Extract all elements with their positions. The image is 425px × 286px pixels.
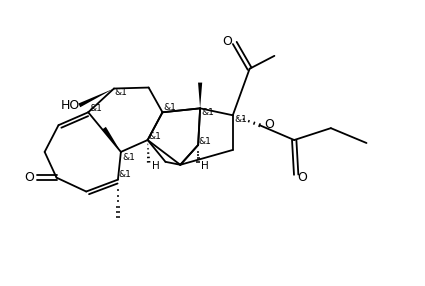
Text: &1: &1 bbox=[198, 136, 212, 146]
Text: O: O bbox=[264, 118, 275, 131]
Text: &1: &1 bbox=[163, 103, 176, 112]
Text: &1: &1 bbox=[122, 153, 135, 162]
Text: &1: &1 bbox=[201, 108, 215, 117]
Text: &1: &1 bbox=[148, 132, 161, 140]
Polygon shape bbox=[102, 127, 121, 152]
Text: H: H bbox=[201, 161, 209, 171]
Text: HO: HO bbox=[61, 99, 80, 112]
Text: &1: &1 bbox=[90, 104, 102, 113]
Text: &1: &1 bbox=[119, 170, 131, 179]
Text: O: O bbox=[24, 171, 34, 184]
Text: &1: &1 bbox=[234, 115, 247, 124]
Polygon shape bbox=[198, 83, 202, 108]
Polygon shape bbox=[78, 89, 114, 107]
Text: H: H bbox=[152, 161, 159, 171]
Text: &1: &1 bbox=[114, 88, 127, 97]
Text: O: O bbox=[222, 35, 232, 47]
Text: O: O bbox=[297, 171, 307, 184]
